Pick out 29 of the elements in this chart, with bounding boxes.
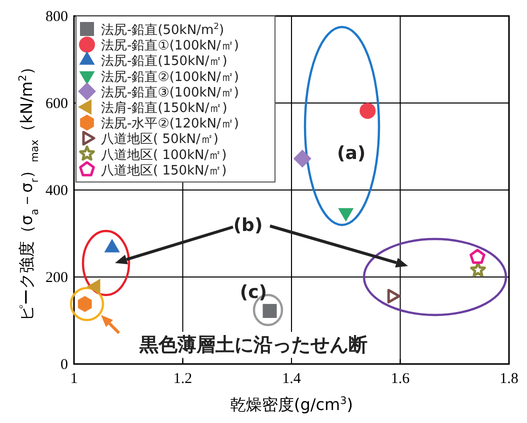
annotation: 黒色薄層土に沿ったせん断 [138,334,368,356]
x-axis-title: 乾燥密度(g/cm$^{3}$) [230,395,354,414]
y-tick-label: 0 [60,357,68,373]
y-tick-label: 200 [46,270,68,286]
y-tick-label: 800 [46,9,68,25]
legend-label: 八道地区( 50kN/㎡) [101,132,218,148]
legend-label: 法尻-鉛直(50kN/m$^{2}$) [101,21,224,38]
x-tick-label: 1.4 [282,371,302,387]
annotation: (c) [240,282,267,303]
point [360,102,376,119]
x-tick-label: 1.6 [390,371,410,387]
x-tick-label: 1.2 [173,371,192,387]
legend-label: 法尻-水平②(120kN/㎡) [101,116,239,132]
x-tick-label: 1.8 [500,371,518,387]
y-tick-label: 400 [46,183,68,199]
legend-label: 法尻-鉛直③(100kN/㎡) [101,85,239,100]
y-tick-label: 600 [46,96,68,112]
legend-label: 八道地区( 150kN/㎡) [101,163,227,178]
annotation: (a) [337,143,366,164]
annotation: (b) [233,214,263,236]
point [470,262,486,277]
point [470,248,486,264]
legend-label: 法尻-鉛直(150kN/㎡) [101,54,228,70]
legend-label: 八道地区( 100kN/㎡) [101,148,227,163]
legend-label: 法肩-鉛直(150kN/㎡) [101,100,228,116]
legend-label: 法尻-鉛直①(100kN/㎡) [101,38,239,54]
point [293,150,312,168]
legend-label: 法尻-鉛直②(100kN/㎡) [101,70,239,85]
x-tick-label: 1 [70,371,78,387]
